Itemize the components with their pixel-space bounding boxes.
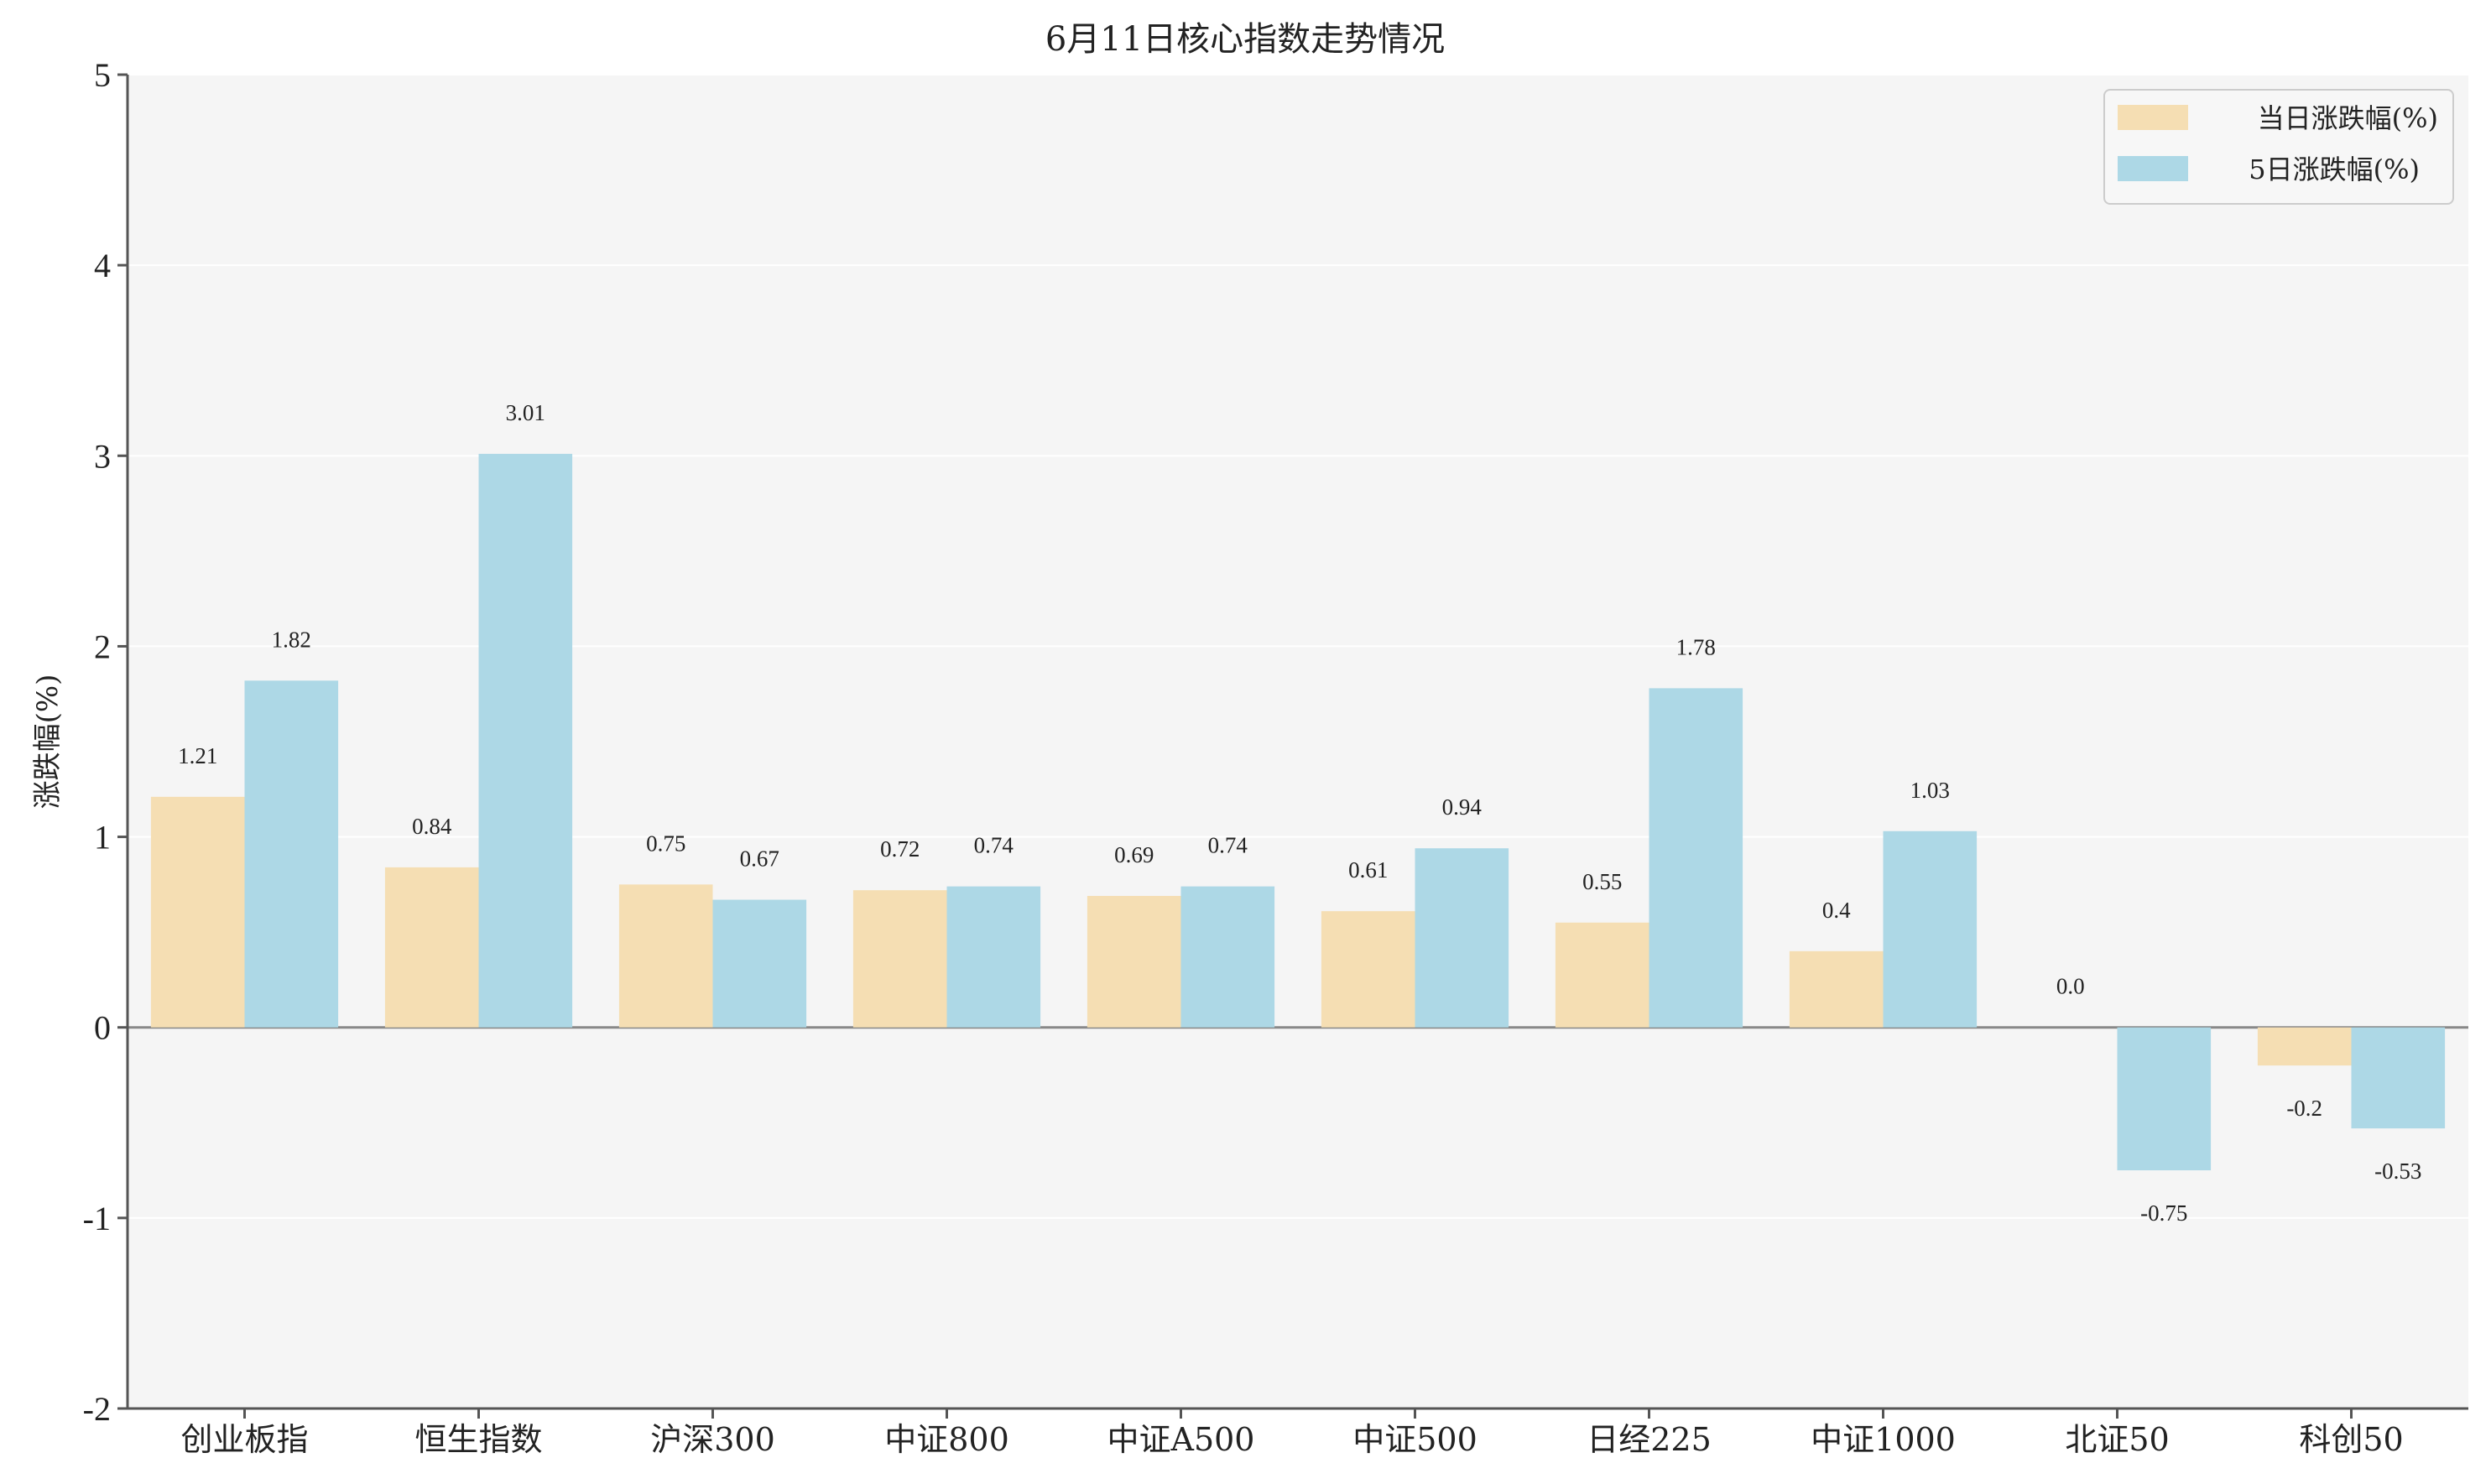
data-label: 0.84 xyxy=(412,814,452,839)
data-label: 1.82 xyxy=(272,627,311,652)
data-label: 0.69 xyxy=(1114,842,1154,867)
x-tick-label: 日经225 xyxy=(1587,1421,1712,1458)
data-label: 1.21 xyxy=(178,743,217,768)
legend: 当日涨跌幅(%) 5日涨跌幅(%) xyxy=(2103,89,2454,205)
chart-title: 6月11日核心指数走势情况 xyxy=(1045,20,1445,59)
bar-daily xyxy=(2257,1027,2352,1066)
data-label: 0.67 xyxy=(740,846,779,872)
bar-daily xyxy=(1321,911,1415,1028)
x-tick-label: 创业板指 xyxy=(180,1421,308,1458)
data-label: 1.03 xyxy=(1910,778,1950,803)
bar-5day xyxy=(1415,848,1509,1028)
bar-5day xyxy=(244,680,339,1028)
data-label: 0.94 xyxy=(1442,794,1483,820)
x-tick-label: 恒生指数 xyxy=(414,1421,542,1458)
bar-daily xyxy=(150,796,245,1028)
bar-daily xyxy=(1789,950,1884,1028)
bar-daily xyxy=(384,867,479,1028)
bar-5day xyxy=(712,899,807,1028)
legend-swatch-daily xyxy=(2118,105,2188,130)
data-label: 0.61 xyxy=(1348,857,1388,883)
data-label: -0.2 xyxy=(2286,1096,2322,1121)
bar-5day xyxy=(1883,831,1978,1028)
x-tick-label: 中证500 xyxy=(1352,1421,1477,1458)
bar-daily xyxy=(1087,895,1181,1028)
bar-5day xyxy=(478,454,573,1028)
x-axis-ticks: 创业板指 恒生指数 沪深300 中证800 中证A500 中证500 日经225 中证1000… xyxy=(180,1408,2404,1458)
data-label: 0.0 xyxy=(2056,974,2085,999)
bar-5day xyxy=(1180,886,1275,1028)
y-tick-label: 0 xyxy=(94,1009,111,1047)
data-label: 0.75 xyxy=(646,831,685,856)
legend-box xyxy=(2103,89,2454,205)
bar-daily xyxy=(1555,922,1649,1028)
x-tick-label: 中证800 xyxy=(884,1421,1009,1458)
x-tick-label: 沪深300 xyxy=(650,1421,775,1458)
x-tick-label: 科创50 xyxy=(2299,1421,2403,1458)
bars xyxy=(150,454,2446,1171)
bar-daily xyxy=(618,884,713,1028)
bar-5day xyxy=(1649,688,1743,1028)
y-tick-label: 3 xyxy=(94,437,111,475)
data-labels: 1.21 1.82 0.84 3.01 0.75 0.67 0.72 0.74 0.69 0.74… xyxy=(178,400,2421,1226)
x-tick-label: 中证A500 xyxy=(1107,1421,1255,1458)
data-label: 0.74 xyxy=(974,833,1014,858)
y-tick-label: 4 xyxy=(94,247,111,284)
y-tick-label: -1 xyxy=(83,1200,111,1237)
y-axis-ticks: -2 -1 0 1 2 3 4 5 xyxy=(83,56,128,1428)
y-axis-label: 涨跌幅(%) xyxy=(31,674,65,810)
y-tick-label: 1 xyxy=(94,819,111,857)
bar-daily xyxy=(852,890,947,1028)
data-label: 0.74 xyxy=(1208,833,1248,858)
bar-5day xyxy=(2117,1027,2212,1171)
bar-5day xyxy=(2351,1027,2446,1129)
x-tick-label: 中证1000 xyxy=(1811,1421,1956,1458)
data-label: 0.55 xyxy=(1582,869,1622,894)
y-tick-label: 5 xyxy=(94,56,111,94)
legend-label-daily: 当日涨跌幅(%) xyxy=(2258,102,2438,134)
data-label: 1.78 xyxy=(1676,634,1716,659)
data-label: 0.72 xyxy=(880,836,920,862)
legend-label-5day: 5日涨跌幅(%) xyxy=(2249,154,2420,185)
data-label: 3.01 xyxy=(506,400,545,425)
x-tick-label: 北证50 xyxy=(2065,1421,2169,1458)
y-tick-label: 2 xyxy=(94,627,111,665)
bar-5day xyxy=(946,886,1041,1028)
legend-swatch-5day xyxy=(2118,156,2188,181)
data-label: -0.75 xyxy=(2140,1200,2187,1226)
data-label: -0.53 xyxy=(2374,1159,2421,1184)
data-label: 0.4 xyxy=(1822,898,1851,923)
y-tick-label: -2 xyxy=(83,1390,111,1428)
